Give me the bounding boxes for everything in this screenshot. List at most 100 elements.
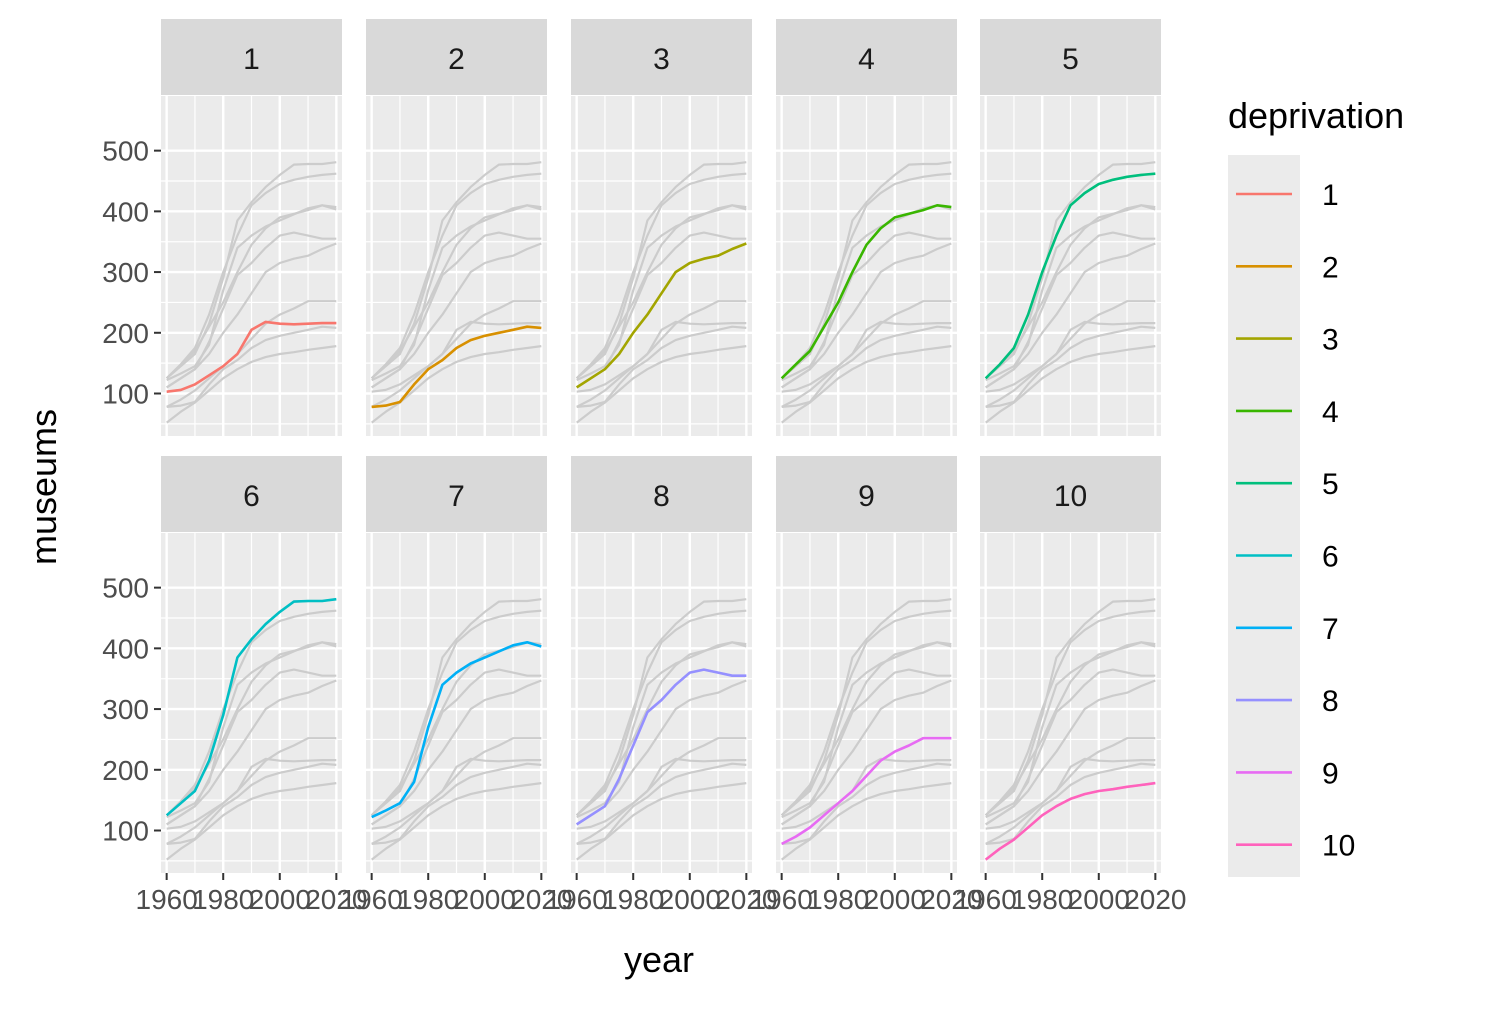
background-series-line [576, 204, 747, 382]
x-tick-label: 2020 [1124, 884, 1186, 915]
legend-key-background [1228, 155, 1300, 877]
background-series-line [781, 345, 952, 424]
legend-label: 2 [1322, 251, 1339, 284]
background-series-line [166, 231, 337, 389]
background-series-line [985, 737, 1156, 845]
background-series-line [984, 161, 1156, 380]
background-series-line [370, 598, 542, 817]
background-series-line [984, 598, 1156, 817]
background-series-line [575, 641, 747, 817]
background-series-line [985, 231, 1156, 389]
legend-label: 3 [1322, 324, 1339, 357]
background-series-line [370, 609, 542, 817]
background-series-line [576, 300, 747, 408]
background-series-line [165, 204, 337, 380]
background-series-line [781, 668, 952, 826]
x-tick-label: 2000 [864, 884, 926, 915]
x-tick-label: 1980 [1011, 884, 1073, 915]
background-series-line [166, 204, 337, 382]
background-series-line [371, 300, 542, 408]
x-tick-label: 2020 [305, 884, 367, 915]
facet-panel-5: 5 [980, 19, 1161, 436]
background-series-line [166, 757, 337, 830]
legend-title: deprivation [1228, 95, 1404, 136]
x-tick-label: 2000 [1068, 884, 1130, 915]
facet-strip [366, 456, 547, 532]
series-line-3 [575, 242, 747, 389]
background-series-line [985, 757, 1156, 830]
y-tick-label: 200 [102, 755, 149, 786]
series-line-1 [166, 320, 337, 393]
background-series-line [165, 609, 337, 817]
facet-panel-7: 7 [366, 456, 547, 873]
facet-strip-label: 10 [1054, 480, 1087, 513]
facet-panel-8: 8 [571, 456, 752, 873]
background-series-line [575, 172, 747, 380]
facet-strip-label: 9 [858, 480, 875, 513]
background-series-line [985, 641, 1156, 819]
facet-strip-label: 6 [243, 480, 260, 513]
x-axis: 1960198020002020196019802000202019601980… [136, 873, 1186, 915]
background-series-line [166, 300, 337, 408]
background-series-line [781, 231, 952, 389]
y-tick-label: 100 [102, 379, 149, 410]
legend-label: 8 [1322, 685, 1339, 718]
series-line-10 [984, 781, 1156, 861]
x-tick-label: 1960 [955, 884, 1017, 915]
facet-strip [776, 19, 957, 95]
facet-panel-3: 3 [571, 19, 752, 436]
background-series-line [984, 641, 1156, 817]
legend-label: 6 [1322, 541, 1339, 574]
background-series-line [780, 598, 952, 817]
facet-panel-4: 4 [776, 19, 957, 436]
background-series-line [371, 782, 542, 861]
x-tick-label: 1960 [341, 884, 403, 915]
facet-strip-label: 2 [448, 43, 465, 76]
legend-label: 9 [1322, 757, 1339, 790]
facet-strip-label: 4 [858, 43, 875, 76]
y-tick-label: 300 [102, 694, 149, 725]
x-axis-title: year [624, 939, 694, 980]
y-axis: 100 200 300 400 500 100 200 300 400 500 [102, 136, 161, 847]
x-tick-label: 1980 [807, 884, 869, 915]
y-tick-label: 500 [102, 136, 149, 167]
x-tick-label: 1960 [136, 884, 198, 915]
background-series-line [166, 668, 337, 826]
facet-strip [571, 19, 752, 95]
background-series-line [576, 757, 747, 830]
facet-strip [980, 456, 1161, 532]
background-series-line [371, 668, 542, 826]
background-series-line [985, 204, 1156, 382]
legend-label: 4 [1322, 396, 1339, 429]
background-series-line [370, 204, 542, 380]
background-series-line [985, 300, 1156, 408]
facet-strip-label: 7 [448, 480, 465, 513]
background-series-line [370, 641, 542, 817]
x-tick-label: 1980 [397, 884, 459, 915]
background-series-line [371, 204, 542, 382]
facet-strip-label: 5 [1062, 43, 1079, 76]
background-series-line [781, 204, 952, 382]
background-series-line [166, 737, 337, 845]
background-series-line [371, 231, 542, 389]
legend: deprivation 1 2 3 4 5 6 7 8 9 10 [1228, 95, 1404, 877]
x-tick-label: 1980 [602, 884, 664, 915]
x-tick-label: 2020 [920, 884, 982, 915]
background-series-line [985, 345, 1156, 424]
legend-label: 1 [1322, 179, 1339, 212]
x-tick-label: 1980 [192, 884, 254, 915]
background-series-line [371, 737, 542, 845]
legend-label: 5 [1322, 468, 1339, 501]
background-series-line [166, 641, 337, 819]
x-tick-label: 2000 [659, 884, 721, 915]
legend-label: 7 [1322, 613, 1339, 646]
series-line-4 [780, 204, 952, 380]
facet-strip-label: 1 [243, 43, 260, 76]
background-series-line [575, 598, 747, 817]
facet-strip [161, 456, 342, 532]
facet-strip [366, 19, 547, 95]
background-series-line [985, 320, 1156, 393]
background-series-line [984, 609, 1156, 817]
